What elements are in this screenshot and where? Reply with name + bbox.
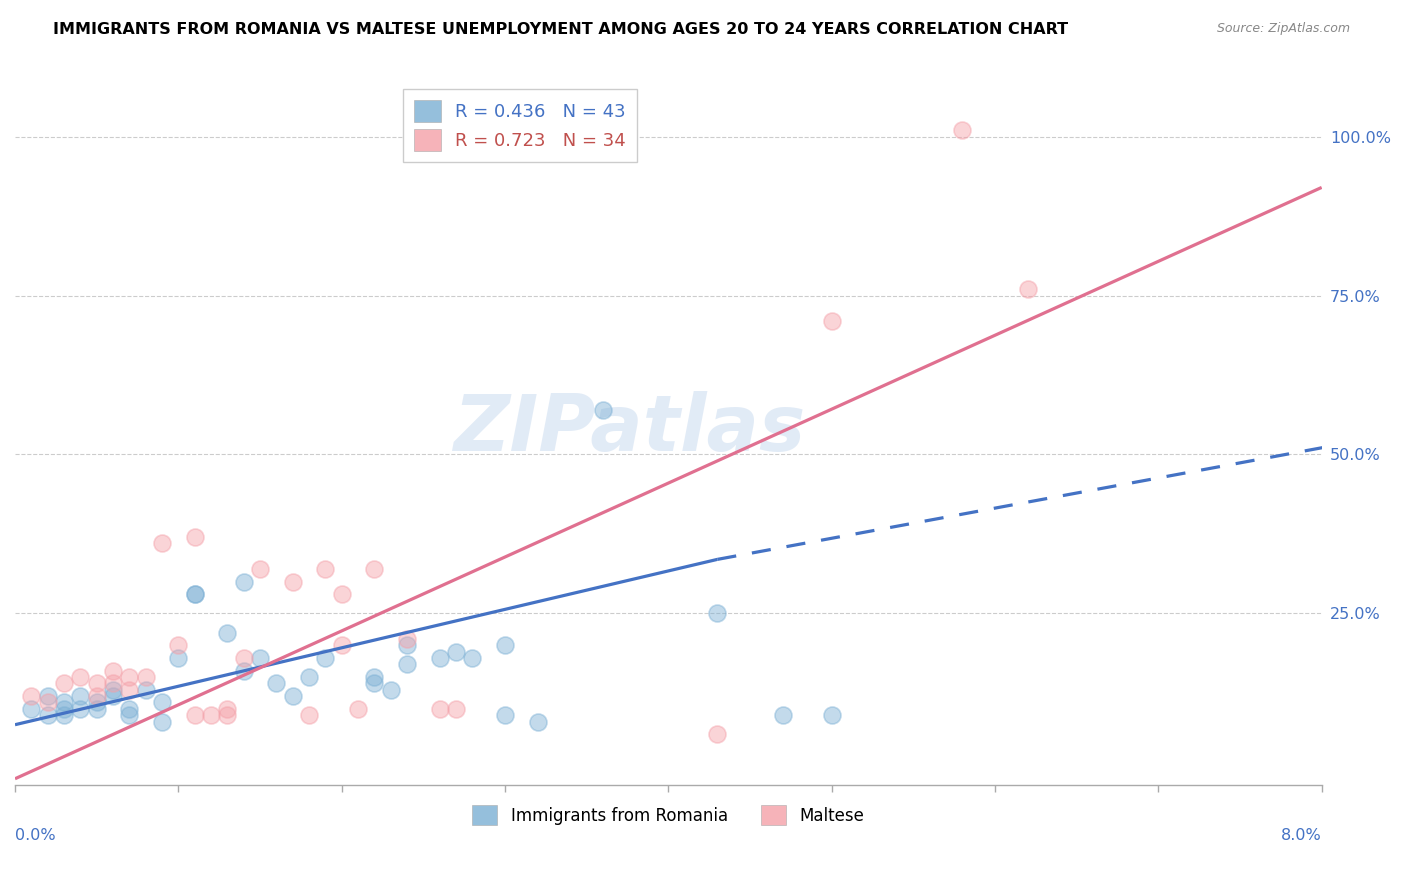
Point bbox=[821, 314, 844, 328]
Point bbox=[249, 562, 271, 576]
Point bbox=[330, 587, 353, 601]
Point bbox=[101, 682, 124, 697]
Text: 8.0%: 8.0% bbox=[1281, 828, 1322, 843]
Point bbox=[706, 607, 728, 621]
Point bbox=[314, 562, 336, 576]
Point bbox=[363, 676, 385, 690]
Point bbox=[37, 708, 59, 723]
Point bbox=[86, 689, 108, 703]
Point bbox=[298, 670, 321, 684]
Point bbox=[249, 651, 271, 665]
Text: ZIPatlas: ZIPatlas bbox=[453, 391, 806, 467]
Point bbox=[86, 702, 108, 716]
Point bbox=[69, 689, 91, 703]
Point bbox=[444, 644, 467, 658]
Point bbox=[118, 708, 141, 723]
Point bbox=[86, 696, 108, 710]
Text: 0.0%: 0.0% bbox=[15, 828, 56, 843]
Legend: Immigrants from Romania, Maltese: Immigrants from Romania, Maltese bbox=[464, 797, 873, 834]
Point bbox=[37, 689, 59, 703]
Point bbox=[217, 702, 239, 716]
Point bbox=[461, 651, 484, 665]
Point bbox=[53, 708, 76, 723]
Point bbox=[395, 657, 418, 672]
Point bbox=[706, 727, 728, 741]
Point bbox=[950, 123, 973, 137]
Point bbox=[298, 708, 321, 723]
Point bbox=[20, 689, 42, 703]
Point bbox=[167, 638, 190, 652]
Point bbox=[395, 632, 418, 646]
Point bbox=[53, 676, 76, 690]
Point bbox=[429, 702, 451, 716]
Point bbox=[429, 651, 451, 665]
Point bbox=[592, 403, 614, 417]
Point bbox=[101, 676, 124, 690]
Point bbox=[101, 664, 124, 678]
Point bbox=[167, 651, 190, 665]
Text: IMMIGRANTS FROM ROMANIA VS MALTESE UNEMPLOYMENT AMONG AGES 20 TO 24 YEARS CORREL: IMMIGRANTS FROM ROMANIA VS MALTESE UNEMP… bbox=[53, 22, 1069, 37]
Point bbox=[494, 708, 516, 723]
Point bbox=[232, 651, 254, 665]
Point bbox=[363, 670, 385, 684]
Point bbox=[1017, 282, 1039, 296]
Point bbox=[150, 696, 173, 710]
Point bbox=[380, 682, 402, 697]
Point bbox=[183, 587, 205, 601]
Point bbox=[232, 574, 254, 589]
Point bbox=[232, 664, 254, 678]
Point bbox=[69, 702, 91, 716]
Point bbox=[494, 638, 516, 652]
Point bbox=[314, 651, 336, 665]
Point bbox=[53, 702, 76, 716]
Point bbox=[281, 574, 304, 589]
Point bbox=[86, 676, 108, 690]
Point bbox=[135, 682, 157, 697]
Point bbox=[118, 670, 141, 684]
Point bbox=[347, 702, 370, 716]
Point bbox=[821, 708, 844, 723]
Point bbox=[37, 696, 59, 710]
Point bbox=[217, 708, 239, 723]
Point bbox=[101, 689, 124, 703]
Point bbox=[135, 670, 157, 684]
Point bbox=[118, 682, 141, 697]
Point bbox=[150, 536, 173, 550]
Point bbox=[150, 714, 173, 729]
Point bbox=[330, 638, 353, 652]
Point bbox=[281, 689, 304, 703]
Text: Source: ZipAtlas.com: Source: ZipAtlas.com bbox=[1216, 22, 1350, 36]
Point bbox=[200, 708, 222, 723]
Point bbox=[526, 714, 548, 729]
Point bbox=[183, 587, 205, 601]
Point bbox=[266, 676, 288, 690]
Point bbox=[217, 625, 239, 640]
Point bbox=[363, 562, 385, 576]
Point bbox=[69, 670, 91, 684]
Point bbox=[444, 702, 467, 716]
Point bbox=[772, 708, 794, 723]
Point bbox=[20, 702, 42, 716]
Point bbox=[395, 638, 418, 652]
Point bbox=[183, 708, 205, 723]
Point bbox=[183, 530, 205, 544]
Point bbox=[118, 702, 141, 716]
Point bbox=[53, 696, 76, 710]
